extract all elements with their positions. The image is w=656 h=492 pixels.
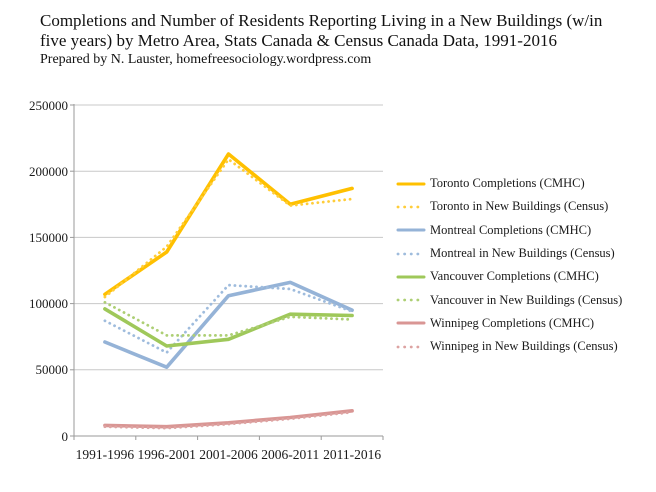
legend-swatch-solid-line	[396, 275, 426, 279]
legend-label: Montreal Completions (CMHC)	[430, 222, 592, 237]
series-line	[103, 157, 354, 299]
series-line	[103, 280, 354, 370]
legend-label: Montreal in New Buildings (Census)	[430, 246, 615, 261]
y-axis-label: 100000	[29, 296, 68, 312]
series-line	[103, 152, 354, 297]
x-axis-label: 1996-2001	[137, 447, 196, 462]
axes	[70, 104, 384, 440]
y-axis-label: 50000	[35, 362, 69, 378]
x-axis-label: 2001-2006	[199, 447, 258, 462]
legend-label: Winnipeg Completions (CMHC)	[430, 315, 595, 330]
legend-item: Montreal Completions (CMHC)	[396, 219, 622, 242]
legend-item: Vancouver Completions (CMHC)	[396, 265, 622, 288]
legend-swatch-solid-line	[396, 182, 426, 186]
x-axis-label: 2011-2016	[323, 447, 382, 462]
legend-swatch-solid-line	[396, 321, 426, 325]
series-line	[103, 300, 354, 337]
title-block: Completions and Number of Residents Repo…	[40, 11, 602, 68]
y-axis-label: 250000	[29, 97, 68, 113]
legend-swatch-dotted-line	[396, 252, 426, 255]
legend-label: Vancouver Completions (CMHC)	[430, 269, 599, 284]
series-lines	[103, 152, 354, 430]
legend-item: Montreal in New Buildings (Census)	[396, 242, 622, 265]
legend-item: Toronto in New Buildings (Census)	[396, 195, 622, 218]
series-line	[103, 410, 354, 430]
series-line	[103, 307, 354, 348]
legend-label: Vancouver in New Buildings (Census)	[430, 292, 623, 307]
legend-label: Toronto in New Buildings (Census)	[430, 199, 609, 214]
legend-item: Vancouver in New Buildings (Census)	[396, 288, 622, 311]
legend-swatch-dotted-line	[396, 205, 426, 209]
legend: Toronto Completions (CMHC) Toronto in New…	[396, 172, 622, 358]
page-title-line-2: five years) by Metro Area, Stats Canada …	[40, 30, 557, 50]
series-line	[103, 283, 354, 355]
page-title-line-1: Completions and Number of Residents Repo…	[40, 11, 603, 30]
page-subtitle: Prepared by N. Lauster, homefreesociolog…	[40, 52, 372, 67]
legend-swatch-dotted-line	[396, 298, 426, 302]
legend-label: Winnipeg in New Buildings (Census)	[430, 339, 618, 354]
legend-swatch-dotted-line	[396, 345, 426, 349]
x-axis-label: 2006-2011	[261, 447, 320, 462]
x-axis-label: 1991-1996	[75, 447, 135, 462]
gridlines	[74, 104, 383, 371]
y-axis-label: 200000	[29, 163, 68, 179]
legend-item: Winnipeg in New Buildings (Census)	[396, 335, 622, 358]
y-axis-label: 0	[61, 428, 69, 444]
y-axis-label: 150000	[29, 229, 68, 245]
legend-item: Winnipeg Completions (CMHC)	[396, 312, 622, 335]
legend-label: Toronto Completions (CMHC)	[430, 176, 585, 191]
legend-swatch-solid-line	[396, 228, 426, 232]
legend-item: Toronto Completions (CMHC)	[396, 172, 622, 195]
